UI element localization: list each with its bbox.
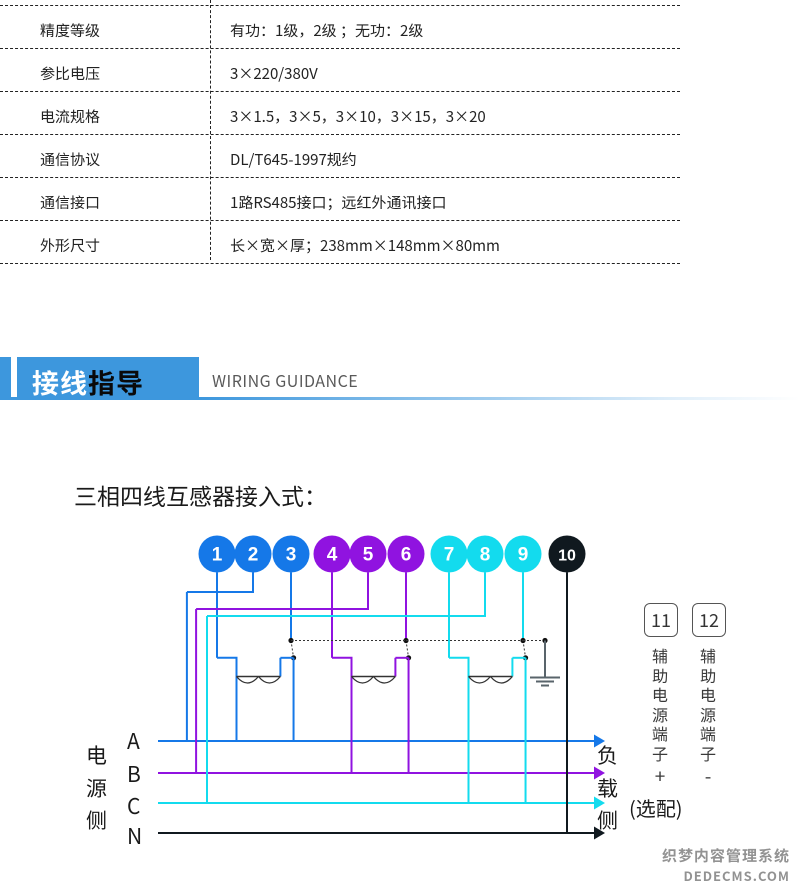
- svg-text:9: 9: [518, 545, 529, 566]
- svg-text:1: 1: [212, 545, 223, 566]
- svg-text:7: 7: [444, 545, 455, 566]
- svg-text:4: 4: [327, 545, 338, 566]
- svg-text:6: 6: [401, 545, 412, 566]
- svg-text:2: 2: [248, 545, 259, 566]
- svg-text:10: 10: [558, 548, 576, 565]
- svg-text:5: 5: [363, 545, 374, 566]
- svg-text:3: 3: [286, 545, 297, 566]
- svg-text:8: 8: [480, 545, 491, 566]
